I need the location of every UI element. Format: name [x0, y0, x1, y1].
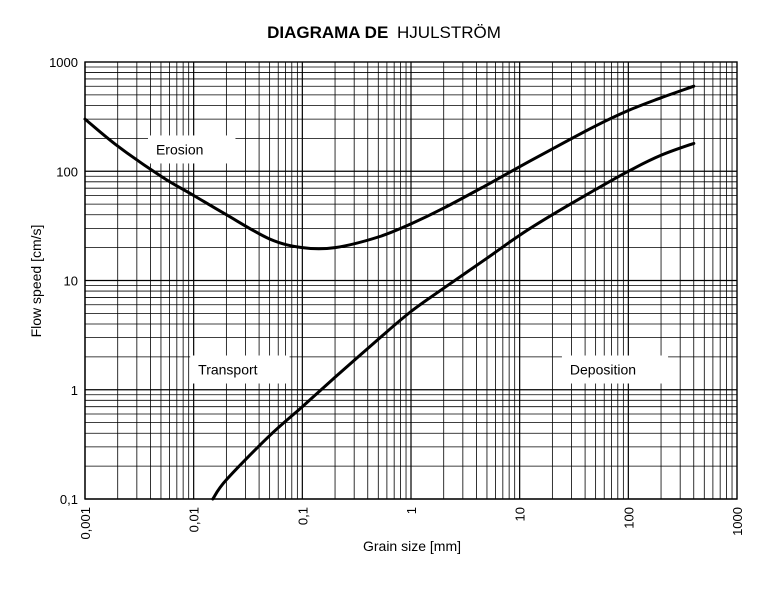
series-line-2 — [211, 141, 696, 501]
x-tick-label: 100 — [621, 507, 636, 529]
y-axis-label: Flow speed [cm/s] — [28, 225, 44, 338]
annotation-box — [190, 355, 290, 384]
x-tick-label: 0,1 — [295, 507, 310, 525]
annotation-transport: Transport — [190, 355, 290, 384]
x-axis-label: Grain size [mm] — [363, 538, 461, 554]
series-lines — [83, 84, 696, 501]
annotation-label: Erosion — [156, 141, 203, 157]
annotation-label: Deposition — [570, 362, 636, 378]
y-tick-label: 1000 — [49, 55, 78, 70]
plot-frame — [84, 61, 738, 500]
annotation-box — [147, 135, 236, 164]
series-line-1 — [83, 84, 696, 251]
x-tick-label: 0,01 — [187, 507, 202, 532]
y-tick-label: 100 — [56, 164, 78, 179]
x-tick-label: 1 — [404, 507, 419, 514]
y-tick-label: 1 — [71, 383, 78, 398]
x-tick-label: 1000 — [730, 507, 745, 536]
annotation-box — [561, 355, 669, 384]
y-tick-label: 10 — [64, 274, 78, 289]
chart-title-rest: HJULSTRÖM — [397, 23, 501, 42]
tick-labels: 0,1 1 10 100 1000 0,001 0,01 0,1 1 10 100 1000 — [49, 55, 745, 540]
chart-title: DIAGRAMA DE HJULSTRÖM — [267, 23, 501, 42]
grid-lines — [84, 62, 737, 500]
x-tick-label: 0,001 — [78, 507, 93, 540]
annotations: Erosion Transport Deposition — [147, 135, 669, 384]
y-tick-label: 0,1 — [60, 492, 78, 507]
annotation-deposition: Deposition — [561, 355, 669, 384]
chart-title-bold: DIAGRAMA DE — [267, 23, 388, 42]
x-tick-label: 10 — [513, 507, 528, 521]
annotation-label: Transport — [198, 362, 258, 378]
annotation-erosion: Erosion — [147, 135, 236, 164]
